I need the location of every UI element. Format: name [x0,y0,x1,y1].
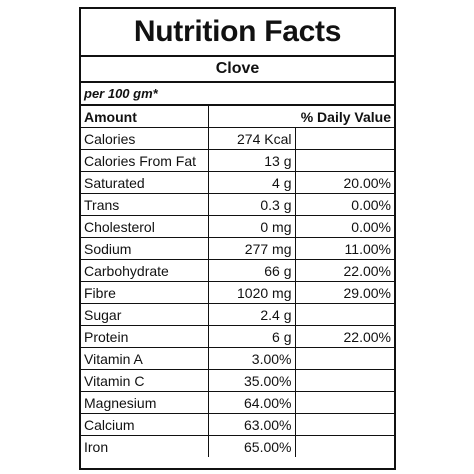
nutrient-name: Saturated [81,171,209,194]
nutrient-daily-value: 22.00% [294,325,394,348]
nutrient-name: Calories [81,127,209,150]
table-row: Iron 65.00% [81,435,394,457]
table-row: Calories From Fat 13 g [81,149,394,172]
table-row: Saturated 4 g 20.00% [81,171,394,194]
nutrient-name: Magnesium [81,391,209,414]
nutrient-amount: 0 mg [207,215,296,238]
nutrient-name: Fibre [81,281,209,304]
table-row: Calories 274 Kcal [81,127,394,150]
nutrient-name: Sodium [81,237,209,260]
nutrient-daily-value [294,303,394,326]
nutrient-amount: 64.00% [207,391,296,414]
table-row: Cholesterol 0 mg 0.00% [81,215,394,238]
nutrient-amount: 63.00% [207,413,296,436]
nutrient-name: Trans [81,193,209,216]
nutrition-label: Nutrition Facts Clove per 100 gm* Amount… [79,7,396,470]
nutrition-facts-title: Nutrition Facts [81,9,394,57]
table-row: Carbohydrate 66 g 22.00% [81,259,394,282]
nutrient-amount: 2.4 g [207,303,296,326]
nutrient-daily-value: 20.00% [294,171,394,194]
nutrient-daily-value: 0.00% [294,193,394,216]
table-row: Trans 0.3 g 0.00% [81,193,394,216]
amount-header: Amount [81,106,209,128]
nutrient-name: Protein [81,325,209,348]
nutrient-amount: 4 g [207,171,296,194]
nutrient-amount: 66 g [207,259,296,282]
nutrient-amount: 277 mg [207,237,296,260]
nutrient-table: Amount % Daily Value Calories 274 Kcal Cal… [81,106,394,457]
table-row: Vitamin C 35.00% [81,369,394,392]
nutrient-daily-value [294,369,394,392]
nutrient-name: Calcium [81,413,209,436]
nutrient-daily-value [294,391,394,414]
nutrient-daily-value: 29.00% [294,281,394,304]
nutrient-daily-value [294,435,394,457]
nutrient-name: Calories From Fat [81,149,209,172]
table-row: Sugar 2.4 g [81,303,394,326]
nutrient-name: Sugar [81,303,209,326]
nutrient-amount: 13 g [207,149,296,172]
nutrient-name: Cholesterol [81,215,209,238]
nutrient-daily-value [294,347,394,370]
nutrient-name: Vitamin C [81,369,209,392]
nutrient-amount: 0.3 g [207,193,296,216]
table-row: Sodium 277 mg 11.00% [81,237,394,260]
nutrient-amount: 274 Kcal [207,127,296,150]
table-header-row: Amount % Daily Value [81,106,394,128]
table-row: Magnesium 64.00% [81,391,394,414]
nutrient-daily-value [294,413,394,436]
daily-value-header: % Daily Value [207,106,394,128]
table-row: Calcium 63.00% [81,413,394,436]
nutrient-daily-value [294,149,394,172]
nutrient-daily-value [294,127,394,150]
table-row: Vitamin A 3.00% [81,347,394,370]
nutrient-daily-value: 0.00% [294,215,394,238]
nutrient-name: Vitamin A [81,347,209,370]
serving-size: per 100 gm* [81,83,394,106]
nutrient-daily-value: 11.00% [294,237,394,260]
table-row: Protein 6 g 22.00% [81,325,394,348]
nutrient-name: Iron [81,435,209,457]
nutrient-amount: 6 g [207,325,296,348]
table-row: Fibre 1020 mg 29.00% [81,281,394,304]
nutrient-amount: 35.00% [207,369,296,392]
nutrient-name: Carbohydrate [81,259,209,282]
nutrient-daily-value: 22.00% [294,259,394,282]
nutrient-amount: 1020 mg [207,281,296,304]
nutrient-amount: 65.00% [207,435,296,457]
nutrient-amount: 3.00% [207,347,296,370]
product-name: Clove [81,57,394,83]
